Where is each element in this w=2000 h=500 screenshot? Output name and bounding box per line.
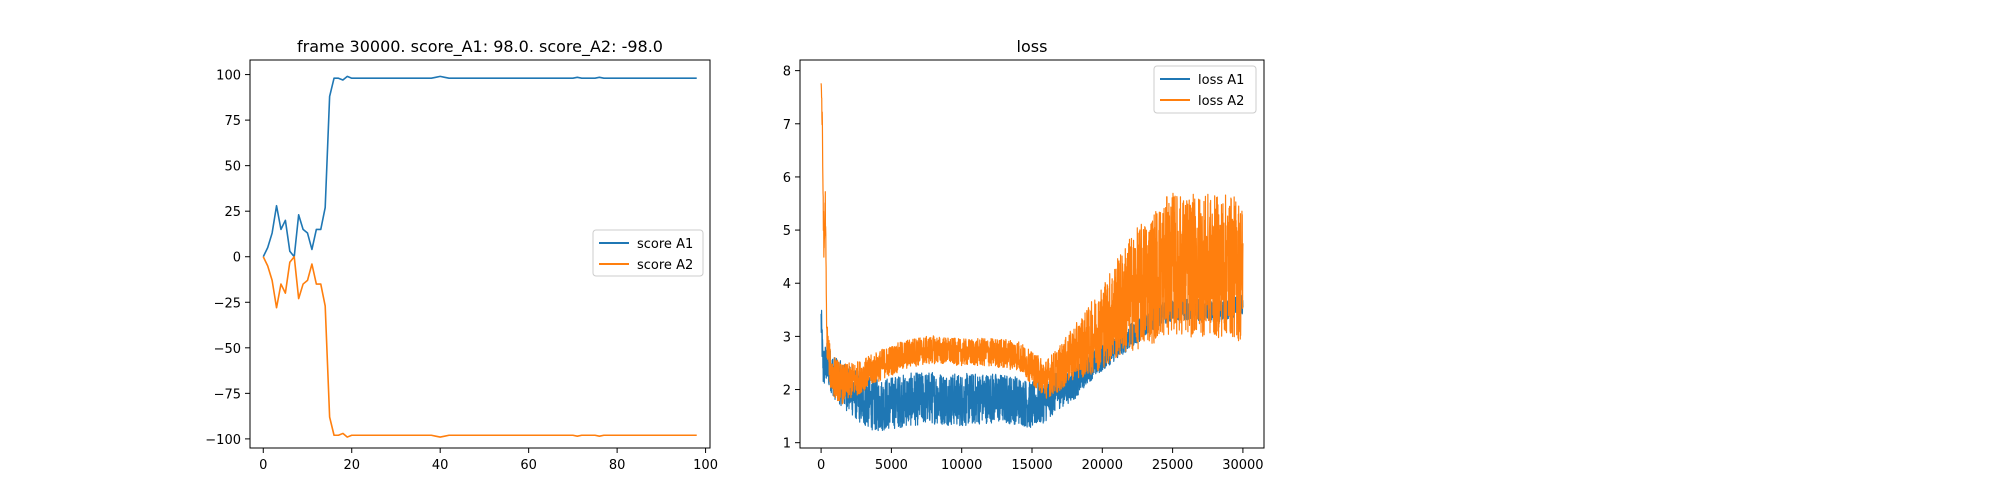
score-chart: frame 30000. score_A1: 98.0. score_A2: -… [205,37,718,473]
y-tick-label: 25 [224,205,241,220]
y-tick-label: 100 [216,69,241,84]
x-tick-label: 20000 [1082,458,1123,473]
x-tick-label: 20 [343,458,360,473]
loss-legend: loss A1 loss A2 [1153,65,1257,114]
y-tick-label: 50 [224,160,241,175]
x-tick-label: 15000 [1011,458,1052,473]
y-tick-label: −75 [214,387,241,402]
x-tick-label: 0 [259,458,267,473]
legend-label-loss-a2: loss A2 [1198,94,1244,109]
y-tick-label: −25 [214,296,241,311]
legend-label-loss-a1: loss A1 [1198,73,1244,88]
loss-plot-area: 0 5000 10000 15000 20000 25000 30000 1 2 3 4 5 6 7 8 [783,59,1265,473]
series-line-loss-a1 [820,294,1244,432]
x-tick-label: 40 [432,458,449,473]
score-plot-area: 0 20 40 60 80 100 −100 −75 −50 −25 0 25 50 75 100 [205,59,718,473]
y-tick-label: 7 [783,118,791,133]
y-tick-label: −50 [214,342,241,357]
x-tick-label: 5000 [875,458,908,473]
loss-chart: loss 0 5000 10000 15000 20000 25000 30000 1 2 3 4 5… [783,37,1265,473]
y-tick-label: 2 [783,384,791,399]
x-tick-label: 10000 [941,458,982,473]
y-tick-label: 3 [783,330,791,345]
x-tick-label: 30000 [1222,458,1263,473]
axes-frame [249,59,711,449]
y-tick-label: 0 [233,251,241,266]
x-tick-label: 60 [520,458,537,473]
y-tick-label: 8 [783,65,791,80]
x-tick-label: 80 [609,458,626,473]
x-tick-label: 100 [693,458,718,473]
series-line-score-a1 [262,75,697,258]
legend-label-score-a2: score A2 [637,258,693,273]
y-tick-label: 6 [783,171,791,186]
y-tick-label: 4 [783,277,791,292]
y-tick-label: 5 [783,224,791,239]
score-chart-title: frame 30000. score_A1: 98.0. score_A2: -… [297,37,663,57]
x-tick-label: 25000 [1152,458,1193,473]
y-tick-label: 1 [783,437,791,452]
score-legend: score A1 score A2 [592,229,704,277]
series-line-score-a2 [262,255,697,438]
legend-label-score-a1: score A1 [637,237,693,252]
y-tick-label: −100 [205,433,241,448]
loss-chart-title: loss [1017,37,1048,56]
y-tick-label: 75 [224,114,241,129]
loss-legend-box [1153,65,1257,114]
series-line-loss-a2 [820,83,1244,405]
x-tick-label: 0 [817,458,825,473]
